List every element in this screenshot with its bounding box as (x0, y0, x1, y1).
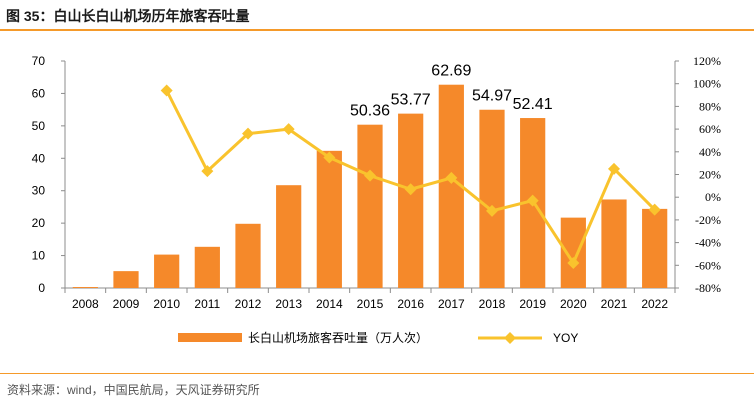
bar (72, 287, 98, 288)
right-tick-label: -20% (695, 213, 721, 227)
right-tick-label: 120% (693, 54, 721, 68)
legend-marker-diamond (504, 332, 516, 344)
bar (560, 217, 586, 288)
right-tick-label: 20% (699, 168, 721, 182)
data-label: 53.77 (391, 92, 431, 109)
data-label: 50.36 (350, 103, 390, 120)
x-tick-label: 2020 (560, 297, 587, 311)
right-tick-label: -80% (695, 281, 721, 295)
yoy-marker (486, 204, 498, 217)
yoy-marker (160, 84, 173, 97)
yoy-series (160, 84, 661, 270)
x-tick-label: 2012 (235, 297, 262, 311)
yoy-marker (364, 169, 376, 182)
bar (113, 271, 139, 288)
legend-swatch-bar (178, 333, 242, 342)
bar (398, 113, 424, 289)
left-tick-label: 70 (32, 54, 46, 68)
x-tick-label: 2010 (153, 297, 180, 311)
yoy-marker (567, 257, 580, 270)
bar (642, 208, 668, 288)
bar (235, 223, 261, 288)
yoy-marker (201, 165, 214, 178)
right-tick-label: 0% (705, 190, 721, 204)
yoy-marker (445, 171, 458, 184)
x-tick-label: 2022 (641, 297, 668, 311)
x-tick-label: 2008 (72, 297, 99, 311)
x-tick-label: 2011 (194, 297, 220, 311)
right-tick-label: 80% (699, 99, 721, 113)
x-tick-label: 2016 (397, 297, 424, 311)
axes: 2008 2009 2010 2011 2012 2013 2014 2015 2016 2017… (32, 54, 721, 311)
source-note: 资料来源：wind，中国民航局，天风证券研究所 (7, 383, 260, 397)
x-tick-label: 2018 (479, 297, 506, 311)
bar-series (72, 84, 668, 289)
yoy-marker (242, 127, 254, 140)
bar (194, 246, 220, 288)
right-tick-label: -40% (695, 236, 721, 250)
x-tick-label: 2015 (357, 297, 384, 311)
bar (154, 254, 180, 288)
yoy-marker (648, 203, 661, 216)
yoy-marker (526, 194, 539, 207)
right-tick-label: 40% (699, 145, 721, 159)
x-tick-label: 2009 (113, 297, 140, 311)
left-tick-label: 50 (32, 119, 46, 133)
x-tick-label: 2019 (519, 297, 546, 311)
x-tick-label: 2021 (601, 297, 628, 311)
x-tick-label: 2017 (438, 297, 465, 311)
legend-label-line: YOY (553, 331, 578, 345)
top-rule (0, 29, 754, 31)
data-label: 52.41 (513, 96, 553, 113)
yoy-marker (282, 123, 295, 136)
yoy-marker (608, 162, 620, 175)
right-tick-label: 100% (693, 77, 721, 91)
left-tick-label: 0 (38, 281, 45, 295)
right-tick-label: 60% (699, 122, 721, 136)
x-tick-label: 2014 (316, 297, 343, 311)
left-tick-label: 60 (32, 86, 46, 100)
yoy-marker (404, 183, 417, 196)
left-tick-label: 10 (32, 249, 46, 263)
left-tick-label: 30 (32, 184, 46, 198)
bar (276, 185, 302, 288)
legend: 长白山机场旅客吞吐量（万人次） YOY (178, 330, 578, 345)
bar (357, 124, 383, 288)
left-tick-label: 40 (32, 151, 46, 165)
data-label: 62.69 (431, 63, 471, 80)
data-label: 54.97 (472, 88, 512, 105)
right-tick-label: -60% (695, 258, 721, 272)
x-tick-label: 2013 (275, 297, 302, 311)
bottom-rule (0, 373, 754, 374)
left-tick-label: 20 (32, 216, 46, 230)
bar (479, 109, 505, 288)
legend-label-bar: 长白山机场旅客吞吐量（万人次） (248, 330, 428, 345)
bar (316, 150, 342, 288)
yoy-marker (323, 151, 336, 164)
bar (601, 199, 627, 288)
figure-title: 图 35：白山长白山机场历年旅客吞吐量 (6, 8, 250, 24)
